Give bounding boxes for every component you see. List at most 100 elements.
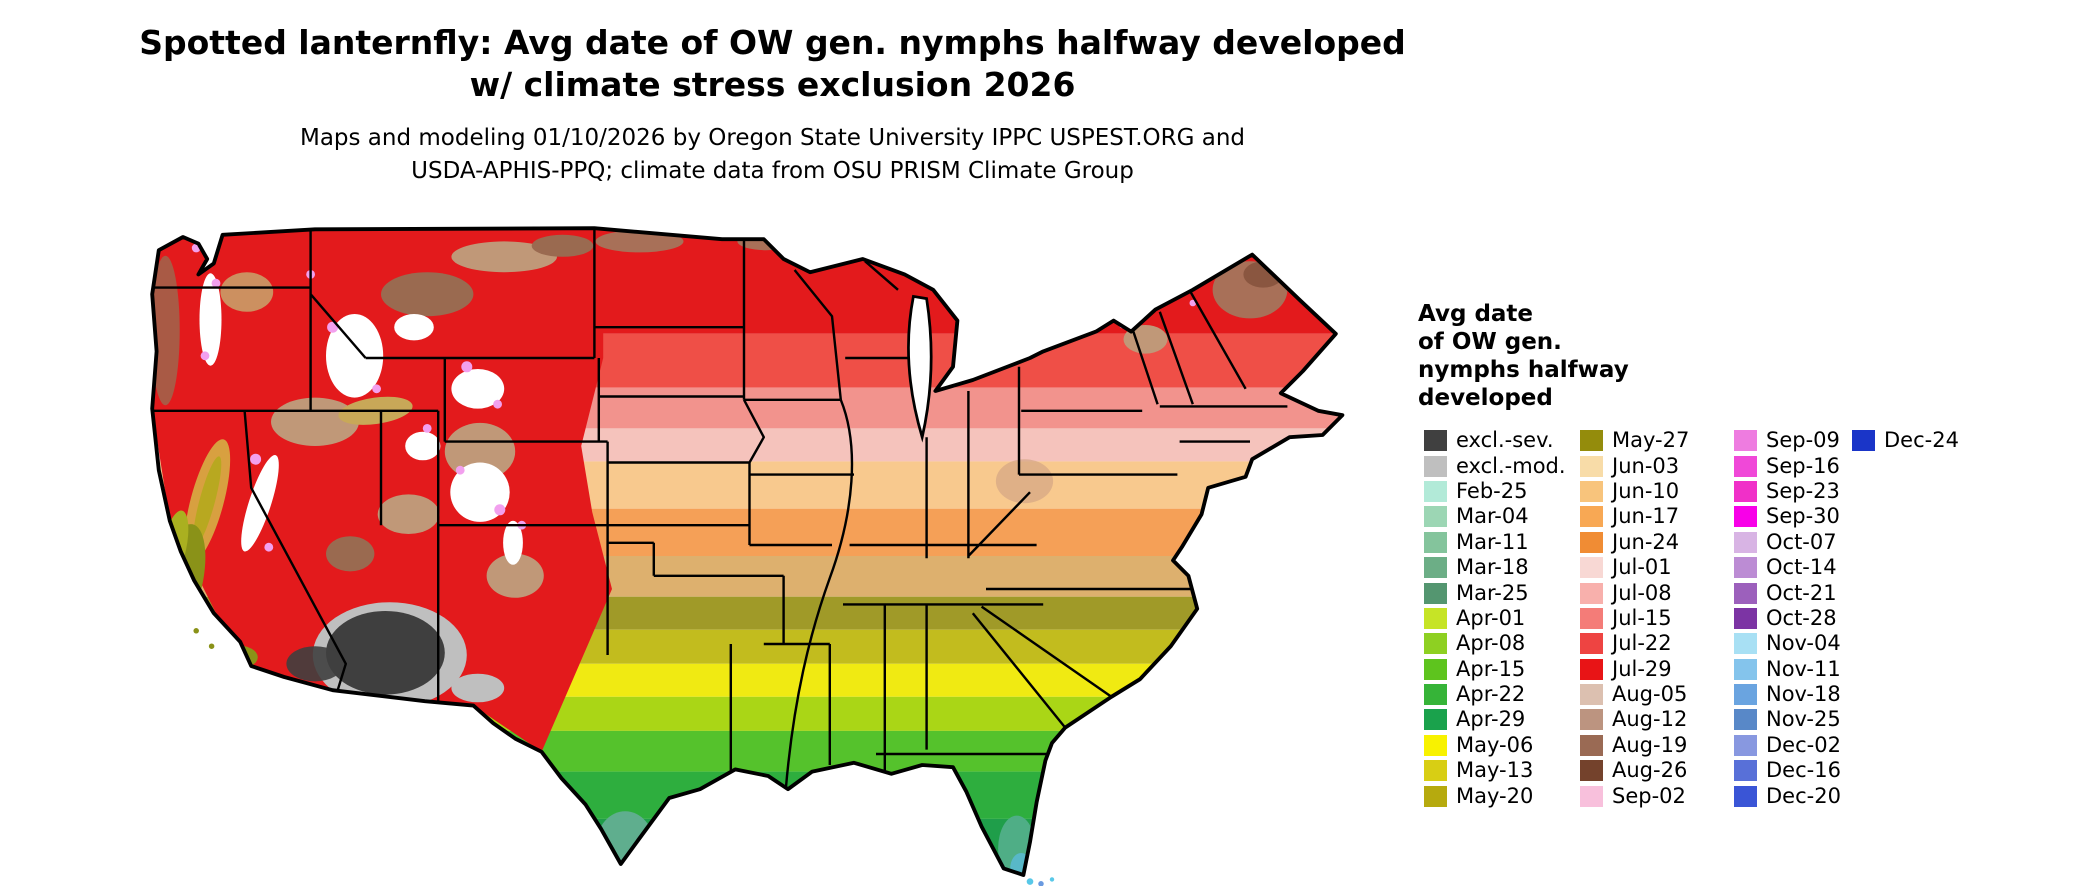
legend-entry: Apr-01 bbox=[1424, 606, 1580, 631]
legend-entry: Apr-15 bbox=[1424, 657, 1580, 682]
legend-label: Aug-19 bbox=[1612, 732, 1688, 757]
legend-label: Mar-04 bbox=[1456, 504, 1529, 529]
legend-label: Nov-18 bbox=[1766, 682, 1841, 707]
legend-swatch bbox=[1424, 633, 1447, 655]
legend-entry: Aug-05 bbox=[1580, 682, 1734, 707]
legend-swatch bbox=[1580, 734, 1603, 756]
legend-title-line-2: of OW gen. bbox=[1418, 329, 1562, 355]
legend-label: Jun-10 bbox=[1612, 478, 1680, 503]
legend-label: May-06 bbox=[1456, 732, 1534, 757]
legend-entry: May-27 bbox=[1580, 428, 1734, 453]
legend-entry: Sep-16 bbox=[1734, 453, 1852, 478]
legend-entry: Feb-25 bbox=[1424, 479, 1580, 504]
legend-column-2: May-27 Jun-03 Jun-10 Jun-17 Jun-24 Jul-01 Jul-… bbox=[1580, 428, 1734, 809]
legend-column-1: excl.-sev. excl.-mod. Feb-25 Mar-04 Mar-11 Ma… bbox=[1424, 428, 1580, 809]
legend-swatch bbox=[1580, 607, 1603, 629]
us-map-graphic bbox=[150, 226, 1345, 886]
legend-label: Jul-29 bbox=[1612, 656, 1672, 681]
legend-entry: Sep-30 bbox=[1734, 504, 1852, 529]
legend-swatch bbox=[1424, 531, 1447, 553]
legend-swatch bbox=[1424, 582, 1447, 604]
legend-title-line-4: developed bbox=[1418, 385, 1553, 411]
legend-label: Mar-25 bbox=[1456, 580, 1529, 605]
legend-label: Sep-16 bbox=[1766, 453, 1840, 478]
legend-label: Nov-11 bbox=[1766, 656, 1841, 681]
legend-swatch bbox=[1734, 455, 1757, 477]
legend-entry: Jun-10 bbox=[1580, 479, 1734, 504]
legend-swatch bbox=[1580, 430, 1603, 452]
legend-label: Sep-30 bbox=[1766, 504, 1840, 529]
legend-entry: Oct-21 bbox=[1734, 580, 1852, 605]
legend-swatch bbox=[1424, 430, 1447, 452]
legend-swatch bbox=[1424, 760, 1447, 782]
legend-swatch bbox=[1580, 531, 1603, 553]
legend-label: Oct-28 bbox=[1766, 605, 1837, 630]
legend-entry: Mar-25 bbox=[1424, 580, 1580, 605]
legend-swatch bbox=[1424, 455, 1447, 477]
legend-label: Dec-24 bbox=[1884, 428, 1959, 453]
legend-label: Apr-08 bbox=[1456, 631, 1526, 656]
legend-label: Mar-18 bbox=[1456, 555, 1529, 580]
legend-entry: May-13 bbox=[1424, 758, 1580, 783]
legend-entry: excl.-mod. bbox=[1424, 453, 1580, 478]
legend-title: Avg date of OW gen. nymphs halfway devel… bbox=[1418, 300, 2094, 412]
legend-entry: Mar-18 bbox=[1424, 555, 1580, 580]
legend-entry: May-20 bbox=[1424, 783, 1580, 808]
legend-swatch bbox=[1734, 506, 1757, 528]
legend-swatch bbox=[1580, 557, 1603, 579]
legend-swatch bbox=[1580, 760, 1603, 782]
legend-swatch bbox=[1424, 480, 1447, 502]
legend-label: Feb-25 bbox=[1456, 478, 1528, 503]
legend-entry: Oct-07 bbox=[1734, 530, 1852, 555]
legend-swatch bbox=[1424, 709, 1447, 731]
legend-entry: Aug-19 bbox=[1580, 733, 1734, 758]
legend-swatch bbox=[1734, 734, 1757, 756]
legend-label: Jun-24 bbox=[1612, 529, 1680, 554]
legend-swatch bbox=[1424, 607, 1447, 629]
legend-entry: Oct-14 bbox=[1734, 555, 1852, 580]
legend-label: Aug-12 bbox=[1612, 707, 1688, 732]
legend-swatch bbox=[1424, 785, 1447, 807]
legend-swatch bbox=[1852, 430, 1875, 452]
page-subtitle: Maps and modeling 01/10/2026 by Oregon S… bbox=[0, 122, 1545, 188]
legend-entry: Apr-29 bbox=[1424, 707, 1580, 732]
title-line-1: Spotted lanternfly: Avg date of OW gen. … bbox=[139, 23, 1406, 62]
legend-swatch bbox=[1580, 480, 1603, 502]
legend-entry: Sep-09 bbox=[1734, 428, 1852, 453]
legend-label: Apr-29 bbox=[1456, 707, 1526, 732]
title-line-2: w/ climate stress exclusion 2026 bbox=[469, 65, 1076, 104]
legend-entry: Dec-16 bbox=[1734, 758, 1852, 783]
legend-swatch bbox=[1424, 658, 1447, 680]
legend-entry: Nov-04 bbox=[1734, 631, 1852, 656]
legend-entry: Apr-08 bbox=[1424, 631, 1580, 656]
legend-label: Sep-09 bbox=[1766, 428, 1840, 453]
subtitle-line-2: USDA-APHIS-PPQ; climate data from OSU PR… bbox=[411, 158, 1134, 184]
legend-entry: Dec-20 bbox=[1734, 783, 1852, 808]
legend-swatch bbox=[1580, 658, 1603, 680]
legend-label: Apr-22 bbox=[1456, 682, 1526, 707]
legend-label: Sep-23 bbox=[1766, 478, 1840, 503]
legend-label: May-27 bbox=[1612, 428, 1690, 453]
legend-swatch bbox=[1424, 684, 1447, 706]
legend-label: Jul-08 bbox=[1612, 580, 1672, 605]
legend-label: Jul-15 bbox=[1612, 605, 1672, 630]
legend-label: Oct-07 bbox=[1766, 529, 1837, 554]
legend-swatch bbox=[1734, 785, 1757, 807]
legend-title-line-3: nymphs halfway bbox=[1418, 357, 1629, 383]
legend-swatch bbox=[1580, 582, 1603, 604]
legend-column-4: Dec-24 bbox=[1852, 428, 1982, 809]
legend-entry: Sep-23 bbox=[1734, 479, 1852, 504]
legend-entry: Jul-01 bbox=[1580, 555, 1734, 580]
legend-swatch bbox=[1734, 557, 1757, 579]
legend-swatch bbox=[1734, 480, 1757, 502]
page-title: Spotted lanternfly: Avg date of OW gen. … bbox=[0, 22, 1545, 106]
legend-swatch bbox=[1734, 607, 1757, 629]
legend-swatch bbox=[1734, 582, 1757, 604]
legend-swatch bbox=[1580, 684, 1603, 706]
legend-label: May-13 bbox=[1456, 758, 1534, 783]
legend-swatch bbox=[1580, 785, 1603, 807]
subtitle-line-1: Maps and modeling 01/10/2026 by Oregon S… bbox=[299, 125, 1246, 151]
legend-label: Nov-25 bbox=[1766, 707, 1841, 732]
legend-swatch bbox=[1580, 709, 1603, 731]
